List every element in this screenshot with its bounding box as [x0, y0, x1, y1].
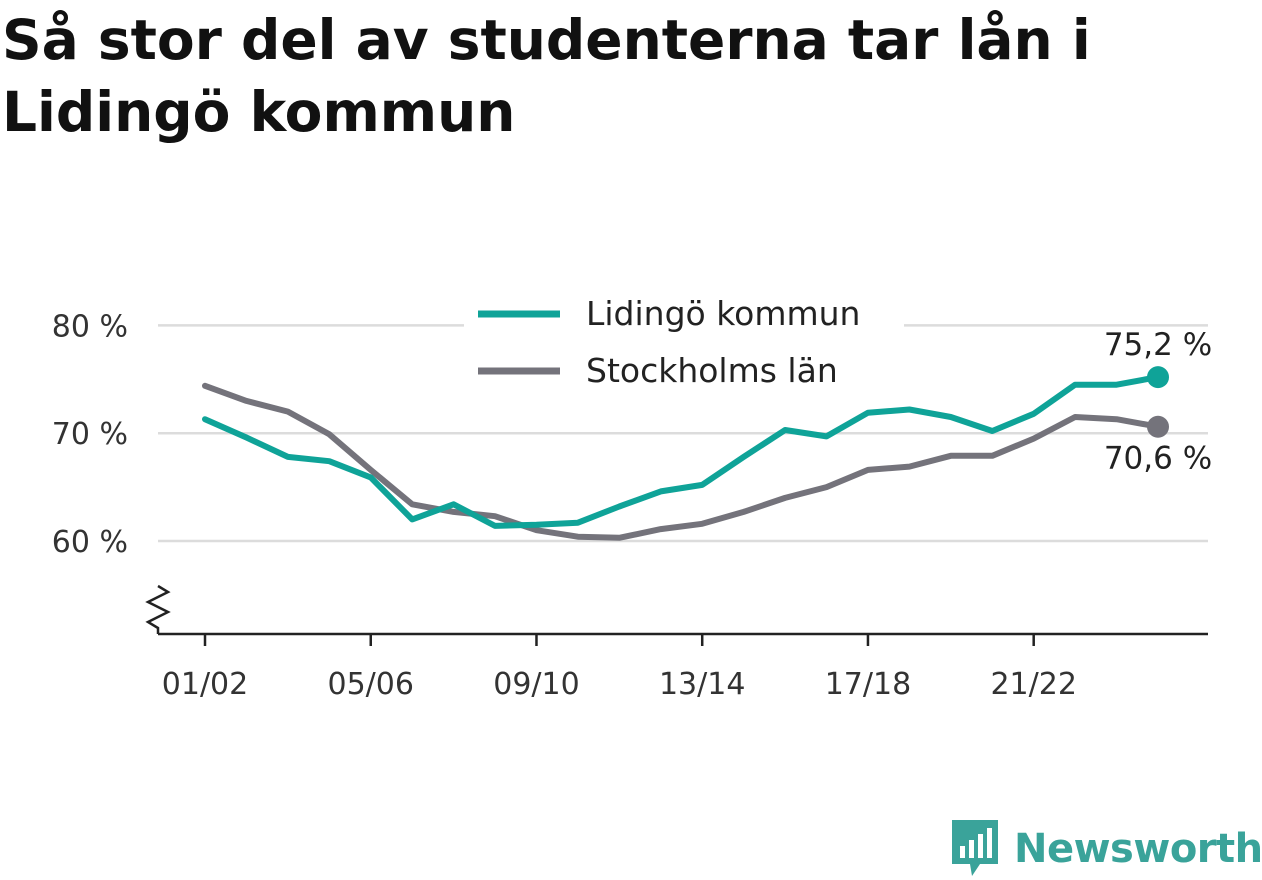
- end-point-lidingo: [1147, 366, 1169, 389]
- legend-background: [464, 292, 904, 396]
- end-value-label: 75,2 %: [1104, 327, 1212, 363]
- x-tick-label: 09/10: [493, 667, 579, 702]
- x-tick-label: 21/22: [990, 667, 1076, 702]
- y-axis-break: [145, 584, 171, 634]
- x-tick-label: 05/06: [328, 667, 414, 702]
- data-labels: 75,2 % 70,6 %: [1104, 327, 1212, 477]
- y-tick-label: 70 %: [52, 417, 128, 452]
- legend: Lidingö kommun Stockholms län: [464, 292, 904, 396]
- chart-title: Så stor del av studenterna tar lån i Lid…: [2, 8, 1091, 144]
- bar-chart-icon: [952, 820, 998, 876]
- x-tick-label: 13/14: [659, 667, 745, 702]
- x-tick-label: 01/02: [162, 667, 248, 702]
- y-tick-label: 60 %: [52, 525, 128, 560]
- newsworthy-brand[interactable]: Newsworthy: [950, 818, 1262, 880]
- x-tick-label: 17/18: [825, 667, 911, 702]
- series-lines: [202, 366, 1169, 541]
- brand-name: Newsworthy: [1014, 826, 1262, 872]
- end-point-stockholm: [1147, 415, 1169, 438]
- axes: 60 % 70 % 80 % 01/02 05/06 09/10 13/14 17/18 21/…: [52, 309, 1208, 702]
- series-line-lidingo: [202, 374, 1161, 529]
- y-tick-label: 80 %: [52, 309, 128, 344]
- end-value-label: 70,6 %: [1104, 441, 1212, 477]
- legend-label: Lidingö kommun: [586, 294, 860, 333]
- series-line-stockholm: [202, 382, 1161, 541]
- legend-label: Stockholms län: [586, 351, 838, 390]
